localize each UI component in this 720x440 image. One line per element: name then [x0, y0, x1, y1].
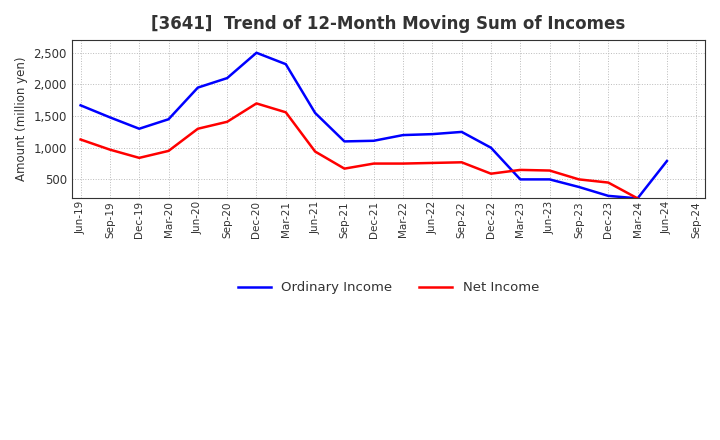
Net Income — [340, 166, 348, 171]
Ordinary Income — [252, 50, 261, 55]
Net Income — [164, 148, 173, 154]
Ordinary Income — [106, 115, 114, 120]
Ordinary Income — [135, 126, 143, 132]
Net Income — [135, 155, 143, 161]
Ordinary Income — [604, 193, 613, 198]
Net Income — [106, 147, 114, 152]
Net Income — [369, 161, 378, 166]
Ordinary Income — [487, 145, 495, 150]
Ordinary Income — [369, 138, 378, 143]
Ordinary Income — [457, 129, 466, 135]
Ordinary Income — [399, 132, 408, 138]
Y-axis label: Amount (million yen): Amount (million yen) — [15, 57, 28, 181]
Net Income — [604, 180, 613, 185]
Legend: Ordinary Income, Net Income: Ordinary Income, Net Income — [233, 276, 544, 300]
Ordinary Income — [311, 110, 320, 116]
Net Income — [282, 110, 290, 115]
Net Income — [487, 171, 495, 176]
Ordinary Income — [76, 103, 85, 108]
Ordinary Income — [194, 85, 202, 90]
Ordinary Income — [545, 177, 554, 182]
Net Income — [223, 119, 232, 125]
Net Income — [76, 137, 85, 142]
Net Income — [545, 168, 554, 173]
Title: [3641]  Trend of 12-Month Moving Sum of Incomes: [3641] Trend of 12-Month Moving Sum of I… — [151, 15, 626, 33]
Net Income — [634, 196, 642, 201]
Ordinary Income — [634, 196, 642, 201]
Ordinary Income — [516, 177, 525, 182]
Net Income — [428, 160, 437, 165]
Ordinary Income — [164, 117, 173, 122]
Net Income — [252, 101, 261, 106]
Ordinary Income — [662, 158, 671, 164]
Net Income — [457, 160, 466, 165]
Ordinary Income — [340, 139, 348, 144]
Net Income — [575, 177, 583, 182]
Ordinary Income — [223, 75, 232, 81]
Net Income — [194, 126, 202, 132]
Line: Net Income: Net Income — [81, 103, 638, 198]
Net Income — [516, 167, 525, 172]
Ordinary Income — [428, 132, 437, 137]
Ordinary Income — [282, 62, 290, 67]
Ordinary Income — [575, 184, 583, 190]
Line: Ordinary Income: Ordinary Income — [81, 53, 667, 198]
Net Income — [399, 161, 408, 166]
Net Income — [311, 149, 320, 154]
